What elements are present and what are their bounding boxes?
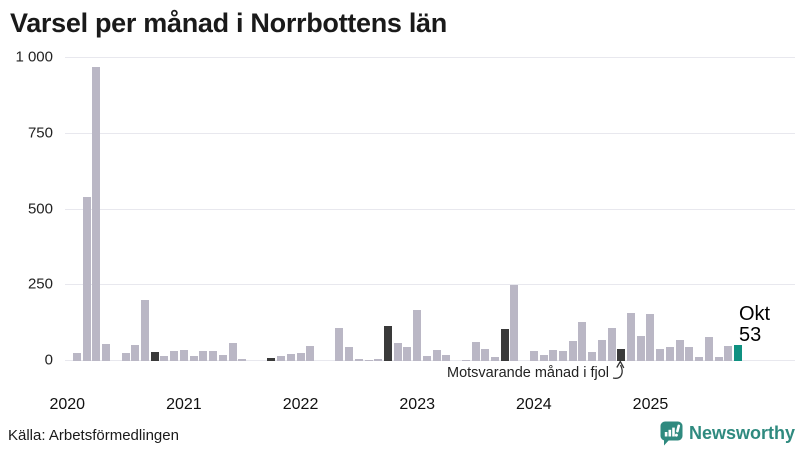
bar-2023-04: [442, 354, 451, 361]
bar-2024-08: [597, 340, 606, 361]
bar-chart-plot-area: 0 250 500 750 1 000: [15, 49, 795, 369]
bar-2020-12: [170, 351, 179, 361]
bar-2020-11: [160, 355, 169, 361]
bar-2023-10: [500, 329, 509, 361]
bar-2025-10: [733, 344, 742, 361]
x-axis-year-label-2021: 2021: [166, 396, 202, 413]
bar-2025-02: [656, 348, 665, 361]
bar-2024-09: [607, 327, 616, 361]
bar-2021-04: [209, 351, 218, 361]
bar-2024-04: [559, 351, 567, 361]
bar-2023-09: [490, 357, 499, 361]
bar-2021-03: [199, 351, 208, 361]
bar-2024-02: [539, 354, 548, 361]
bar-2024-06: [578, 321, 587, 361]
gridline-1000: [65, 57, 795, 58]
latest-value-label: Okt 53: [739, 304, 770, 346]
gridline-750: [65, 132, 795, 134]
bar-2022-06: [345, 347, 354, 361]
gridline-500: [65, 208, 795, 210]
source-label: Källa: Arbetsförmedlingen: [8, 427, 179, 444]
bar-2022-01: [296, 352, 305, 361]
bar-2023-01: [413, 309, 422, 361]
x-axis-year-label-2023: 2023: [399, 396, 435, 413]
x-axis-year-label-2024: 2024: [516, 396, 552, 413]
x-axis-year-label-2020: 2020: [49, 396, 86, 413]
y-axis-tick-label: 1 000: [15, 48, 53, 66]
bar-2022-02: [306, 345, 315, 361]
bar-2025-03: [665, 347, 674, 361]
y-axis-tick-label: 250: [27, 275, 53, 293]
bar-2024-05: [568, 341, 577, 361]
bar-2020-07: [121, 352, 130, 361]
bar-2020-10: [150, 351, 159, 361]
x-axis-year-label-2025: 2025: [632, 396, 669, 413]
bar-2025-01: [646, 314, 655, 361]
newsworthy-logo[interactable]: Newsworthy: [660, 421, 795, 446]
bar-2022-08: [364, 359, 373, 361]
bar-2024-01: [529, 351, 538, 361]
bar-2020-03: [82, 197, 91, 361]
bar-2022-11: [393, 342, 402, 361]
bar-2020-08: [131, 345, 140, 361]
newsworthy-icon: [660, 421, 683, 446]
bar-2022-09: [374, 358, 383, 361]
bar-2022-10: [384, 326, 393, 361]
x-axis-year-label-2022: 2022: [282, 396, 319, 413]
bar-2025-05: [685, 347, 694, 361]
bar-2025-07: [704, 336, 713, 361]
bar-2023-02: [422, 355, 431, 361]
bar-2021-11: [277, 355, 286, 361]
bar-2022-12: [403, 347, 412, 361]
annotation-corresponding-month: Motsvarande månad i fjol: [447, 365, 609, 381]
bar-2020-05: [102, 344, 111, 361]
bar-2023-07: [471, 342, 480, 361]
bar-2020-09: [141, 300, 150, 361]
bar-2024-12: [636, 335, 645, 361]
bar-2020-04: [92, 67, 101, 361]
bar-2022-05: [335, 327, 344, 361]
bar-2020-02: [73, 353, 81, 361]
y-axis-tick-label: 500: [27, 200, 53, 217]
bar-2021-06: [228, 342, 237, 361]
y-axis-tick-label: 0: [44, 351, 53, 369]
bar-2024-07: [588, 352, 597, 361]
y-axis-tick-label: 750: [27, 124, 53, 142]
latest-value: 53: [739, 324, 762, 346]
bar-2024-10: [617, 348, 626, 361]
bar-2021-12: [286, 354, 295, 361]
chart-title: Varsel per månad i Norrbottens län: [10, 8, 447, 38]
bar-2024-11: [627, 312, 636, 361]
gridline-250: [65, 284, 795, 286]
bar-2024-03: [549, 349, 558, 361]
bar-2021-02: [189, 355, 198, 361]
bar-2025-04: [675, 340, 684, 361]
bar-2025-08: [714, 357, 723, 361]
bar-2021-07: [238, 358, 247, 361]
bar-2023-11: [510, 285, 519, 361]
bar-2023-06: [461, 359, 470, 361]
bar-2022-07: [354, 358, 363, 361]
bar-2023-08: [481, 348, 490, 361]
bar-2021-01: [179, 350, 188, 361]
bar-2023-03: [432, 350, 441, 361]
bar-2021-05: [218, 354, 227, 361]
latest-month-label: Okt: [739, 303, 771, 325]
bar-2025-06: [695, 357, 704, 361]
bar-2021-10: [267, 357, 276, 361]
bar-2025-09: [724, 345, 733, 361]
newsworthy-wordmark: Newsworthy: [688, 423, 795, 443]
